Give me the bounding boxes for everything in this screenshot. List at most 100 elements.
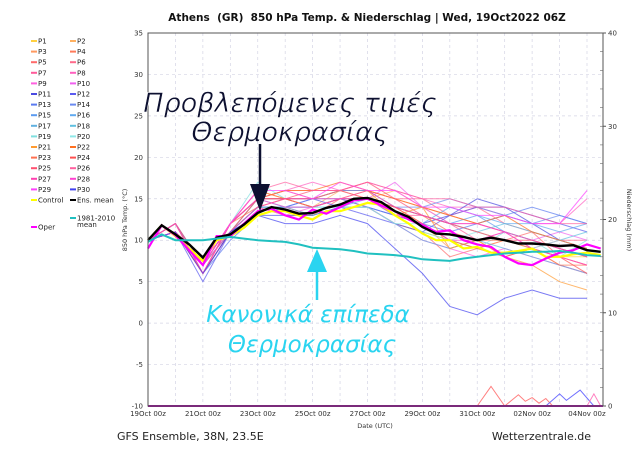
y2-tick-label: 0: [608, 403, 612, 411]
chart-title: Athens (GR) 850 hPa Temp. & Niederschlag…: [168, 12, 566, 24]
legend-label: P13: [38, 101, 51, 109]
legend-item: P28: [70, 175, 90, 183]
legend-label: P25: [38, 165, 51, 173]
legend-label: P24: [77, 154, 91, 162]
legend-label: 1981-2010: [77, 215, 115, 223]
legend-label: P2: [77, 38, 86, 46]
x-tick-label: 02Nov 00z: [513, 410, 551, 418]
legend-label: P18: [77, 122, 90, 130]
legend-item: P29: [31, 186, 51, 194]
series-line-p30: [147, 214, 587, 316]
forecast-annotation: Προβλεπόμενες τιμές Θερμοκρασίας: [143, 88, 437, 211]
normal-arrow-head: [307, 249, 327, 272]
legend-label: P17: [38, 122, 51, 130]
legend-item: P30: [70, 186, 90, 194]
legend-label: P4: [77, 48, 86, 56]
legend-item: P27: [31, 175, 51, 183]
legend-item: P20: [70, 133, 90, 141]
legend-label: P30: [77, 186, 90, 194]
legend-item: P17: [31, 122, 51, 130]
legend-label: P21: [38, 144, 51, 152]
legend-item: P1: [31, 38, 47, 46]
x-axis-label: Date (UTC): [357, 422, 393, 430]
x-tick-label: 27Oct 00z: [350, 410, 386, 418]
legend-item: P6: [70, 59, 86, 67]
legend-item: P19: [31, 133, 51, 141]
x-tick-label: 29Oct 00z: [404, 410, 440, 418]
legend-label: P16: [77, 112, 91, 120]
precip-line-p8: [586, 392, 602, 407]
y2-tick-label: 20: [608, 216, 617, 224]
legend-label: P10: [77, 80, 90, 88]
footer-source: GFS Ensemble, 38N, 23.5E: [117, 430, 264, 443]
legend-item: P10: [70, 80, 90, 88]
legend-item: P26: [70, 165, 91, 173]
legend-item: P4: [70, 48, 86, 56]
normal-annotation: Κανονικά επίπεδα Θερμοκρασίας: [206, 249, 410, 358]
precip-line-p12: [545, 389, 595, 407]
normal-label-line2: Θερμοκρασίας: [228, 332, 396, 358]
footer-site: Wetterzentrale.de: [492, 430, 591, 443]
series-line-ens-mean: [147, 196, 601, 260]
legend-item: Oper: [31, 224, 55, 232]
legend-label: P12: [77, 91, 90, 99]
legend: P1 P2 P3 P4 P5 P6 P7 P8 P9 P10 P11 P12 P13 P14 P15 P16 P…: [31, 38, 115, 232]
normal-label-line1: Κανονικά επίπεδα: [206, 302, 409, 328]
legend-label: P11: [38, 91, 51, 99]
legend-label: P15: [38, 112, 51, 120]
legend-item: P2: [70, 38, 86, 46]
legend-label: P22: [77, 144, 90, 152]
precip-line-p24: [476, 385, 554, 407]
legend-label: Oper: [38, 224, 55, 232]
legend-label: P6: [77, 59, 86, 67]
legend-label: P20: [77, 133, 90, 141]
y-tick-label: 25: [134, 112, 143, 120]
legend-item: Ens. mean: [70, 197, 114, 205]
legend-label: P26: [77, 165, 91, 173]
y-tick-label: 35: [134, 30, 143, 38]
legend-label: P1: [38, 38, 47, 46]
series-line-1981-2010-mean: [147, 233, 601, 262]
legend-item: P9: [31, 80, 47, 88]
x-tick-label: 04Nov 00z: [568, 410, 606, 418]
legend-label-cont: mean: [77, 221, 97, 229]
legend-item: P21: [31, 144, 51, 152]
axes: 35 30 25 20 15 10 5 0 -5 -10 40 30 20 10 0 19Oct 00z 21O…: [130, 30, 617, 419]
legend-item: Control: [31, 197, 63, 205]
legend-item: P24: [70, 154, 91, 162]
y-tick-label: -10: [132, 403, 143, 411]
legend-item: P3: [31, 48, 47, 56]
legend-item: P25: [31, 165, 51, 173]
legend-label: P3: [38, 48, 47, 56]
legend-item: P13: [31, 101, 51, 109]
legend-label: P7: [38, 69, 47, 77]
y-tick-label: -5: [136, 361, 143, 369]
legend-label: P5: [38, 59, 47, 67]
y-tick-label: 20: [134, 154, 143, 162]
y2-tick-label: 30: [608, 123, 617, 131]
y-tick-label: 10: [134, 237, 143, 245]
y-tick-label: 30: [134, 71, 143, 79]
legend-label: Control: [38, 197, 63, 205]
legend-label: P14: [77, 101, 91, 109]
legend-item: P11: [31, 91, 51, 99]
x-tick-label: 21Oct 00z: [185, 410, 221, 418]
legend-label: P27: [38, 175, 51, 183]
legend-label: P8: [77, 69, 86, 77]
forecast-label-line2: Θερμοκρασίας: [191, 117, 389, 148]
legend-label: P29: [38, 186, 51, 194]
y-tick-label: 0: [139, 320, 143, 328]
legend-item: P23: [31, 154, 51, 162]
legend-label: P28: [77, 175, 90, 183]
y-tick-label: 5: [139, 278, 143, 286]
x-tick-label: 23Oct 00z: [240, 410, 276, 418]
legend-item: P12: [70, 91, 90, 99]
y2-tick-label: 40: [608, 30, 617, 38]
legend-item: P22: [70, 144, 90, 152]
legend-item: P14: [70, 101, 91, 109]
legend-item: P16: [70, 112, 91, 120]
x-tick-label: 25Oct 00z: [295, 410, 331, 418]
legend-label: Ens. mean: [77, 197, 114, 205]
